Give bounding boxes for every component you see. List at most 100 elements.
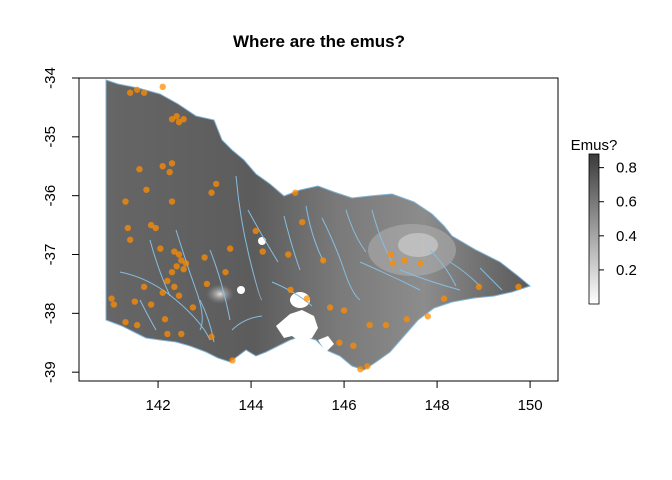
emu-point (178, 330, 185, 338)
emu-point (147, 221, 155, 229)
emu-point (171, 248, 178, 255)
y-tick-label: -37 (42, 244, 59, 266)
emu-point (122, 318, 129, 326)
emu-point (208, 189, 215, 196)
emu-point (168, 198, 176, 205)
emu-point (159, 83, 166, 91)
emu-point (122, 198, 129, 205)
emu-point (161, 316, 169, 323)
emu-point (326, 304, 334, 311)
emu-point (168, 115, 176, 123)
emu-point (292, 189, 299, 196)
emu-point (164, 330, 171, 338)
legend-tick-label: 0.4 (616, 228, 637, 245)
emu-point (131, 298, 139, 305)
emu-point (136, 165, 143, 173)
emu-point (319, 257, 327, 264)
emu-point (143, 186, 150, 193)
y-tick-label: -38 (42, 302, 59, 324)
legend-ticks: 0.2 0.4 0.6 0.8 (599, 160, 637, 279)
emu-point (147, 301, 155, 308)
bright-patch (290, 292, 310, 308)
emu-point (168, 268, 176, 276)
emu-point (173, 263, 180, 270)
emu-point (401, 257, 408, 264)
emu-point (140, 283, 148, 291)
y-tick-label: -35 (42, 126, 59, 148)
emu-point (515, 283, 522, 291)
emu-point (475, 283, 483, 291)
emu-point (303, 295, 311, 302)
map-layer (105, 79, 532, 373)
emu-point (424, 313, 431, 320)
bright-patch (237, 286, 245, 294)
emu-point (350, 342, 357, 349)
emu-point (203, 280, 211, 288)
emu-point (299, 218, 306, 226)
emu-point (180, 115, 187, 123)
legend-tick-label: 0.8 (616, 160, 637, 177)
emu-point (336, 339, 343, 346)
emu-point (175, 251, 183, 258)
legend-tick-label: 0.2 (616, 262, 637, 279)
emu-point (252, 227, 259, 235)
legend-tick-label: 0.6 (616, 194, 637, 211)
emu-point (387, 251, 394, 258)
emu-point (124, 224, 132, 232)
emu-point (229, 357, 236, 364)
emu-point (171, 283, 178, 291)
emu-point (226, 245, 234, 252)
y-tick-label: -34 (42, 67, 59, 89)
emu-point (108, 295, 115, 302)
emu-point (222, 268, 229, 276)
emu-point (157, 245, 164, 252)
emu-point (164, 277, 171, 285)
emu-point (340, 307, 348, 314)
emu-point (110, 301, 118, 308)
emu-point (208, 333, 215, 341)
emu-point (173, 113, 180, 120)
emu-point (287, 286, 294, 294)
emu-point (382, 321, 390, 329)
emu-point (182, 260, 190, 267)
emu-point (201, 254, 208, 261)
emu-point (126, 89, 134, 96)
emu-point (212, 180, 220, 188)
x-tick-label: 150 (518, 397, 543, 414)
x-tick-label: 148 (425, 397, 450, 414)
emu-point (440, 295, 448, 302)
emu-point (133, 86, 141, 93)
rivers (119, 175, 503, 343)
emu-point (159, 163, 166, 170)
emu-point (175, 292, 183, 299)
y-axis: -34 -35 -36 -37 -38 -39 (42, 67, 80, 383)
bright-patch (206, 284, 234, 304)
x-tick-label: 146 (332, 397, 357, 414)
legend-title: Emus? (571, 137, 618, 154)
victoria-landmass (105, 79, 532, 371)
emu-point (403, 316, 411, 323)
y-tick-label: -36 (42, 185, 59, 207)
emu-point (357, 366, 364, 373)
emu-point (152, 224, 159, 232)
emu-point (285, 251, 292, 258)
legend-colorbar (588, 153, 600, 305)
emu-point (259, 248, 266, 255)
emu-point (159, 289, 166, 296)
emu-point (166, 168, 173, 176)
y-tick-label: -39 (42, 361, 59, 383)
emu-point (180, 266, 187, 273)
legend: Emus? 0.2 0.4 0.6 0.8 (571, 137, 637, 305)
emu-point (389, 260, 397, 267)
bright-patch (258, 237, 266, 245)
emu-point (417, 260, 425, 267)
alpine-peaks (398, 233, 438, 257)
emu-point (364, 363, 371, 370)
emu-point (133, 321, 141, 329)
emu-point (140, 89, 148, 96)
emu-point (168, 160, 176, 167)
emu-point (366, 321, 373, 329)
emu-point (178, 257, 185, 264)
x-axis: 142 144 146 148 150 (79, 380, 558, 414)
